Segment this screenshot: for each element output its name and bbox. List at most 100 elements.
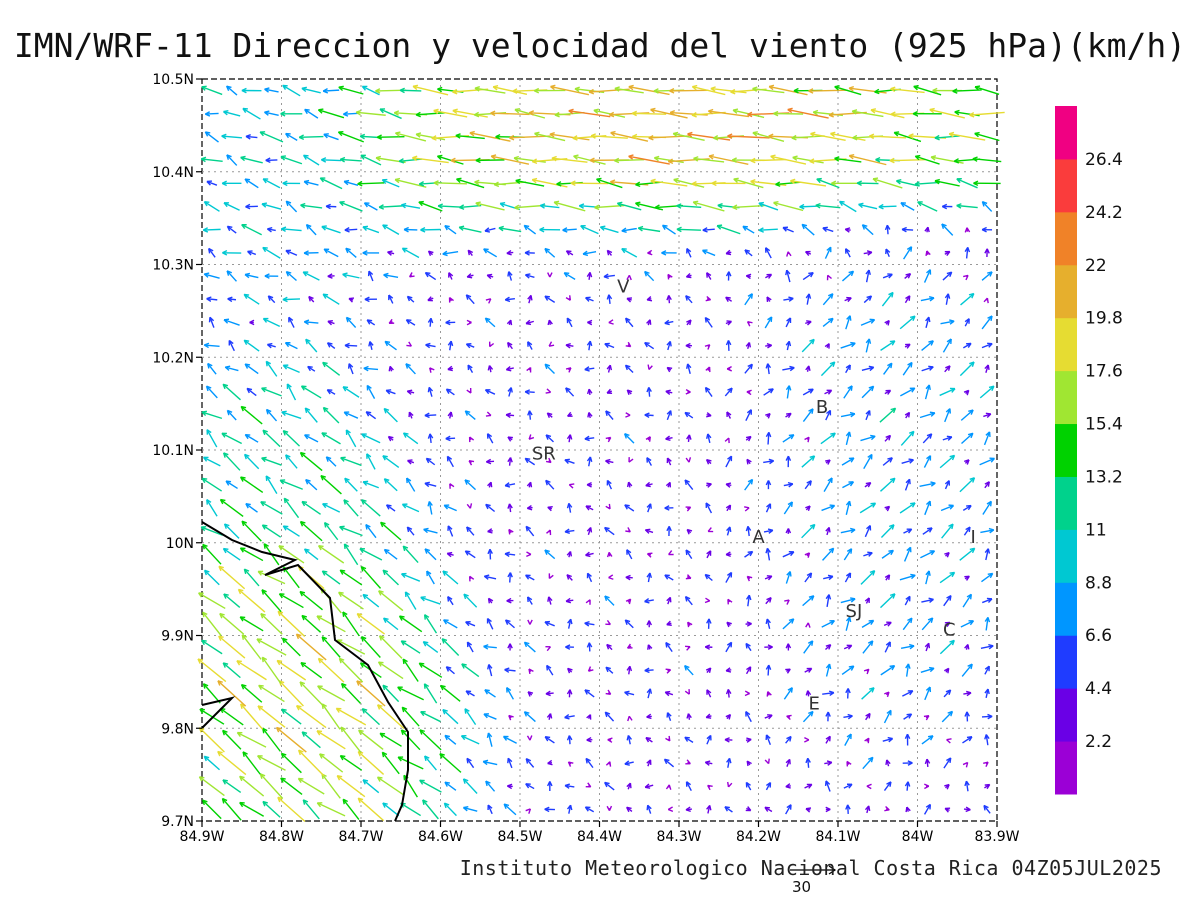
wind-vector [745,711,752,723]
wind-vector [381,751,400,775]
wind-vector [539,226,561,233]
colorbar-swatch [1055,423,1077,477]
wind-vector [962,761,969,768]
wind-vector [322,88,340,94]
wind-vector [261,202,282,210]
wind-vector [219,612,245,635]
wind-vector [245,134,258,140]
wind-vector [445,319,456,326]
wind-vector [528,434,535,440]
wind-vector [258,684,285,703]
wind-vector [504,551,516,558]
wind-vector [528,668,534,675]
wind-vector [422,799,439,820]
wind-vector [402,545,419,564]
wind-vector [624,433,635,444]
wind-vector [357,180,385,187]
wind-vector [920,550,936,559]
wind-vector [545,645,551,652]
wind-vector [525,574,535,581]
wind-vector [327,320,335,326]
wind-vector [398,615,423,633]
wind-vector [802,408,814,423]
wind-vector [425,342,436,349]
wind-vector [822,226,834,233]
wind-vector [980,643,994,650]
wind-vector [626,297,633,303]
wind-vector [483,644,497,650]
wind-vector [925,570,931,585]
wind-vector [764,247,772,259]
wind-vector [791,134,825,141]
wind-vector [840,341,856,349]
wind-vector [964,459,970,465]
wind-vector [249,319,255,326]
wind-vector [824,760,833,766]
wind-vector [259,773,284,799]
wind-vector [586,340,593,351]
wind-vector [773,200,804,212]
wind-vector [586,714,592,720]
wind-vector [361,499,381,517]
wind-vector [419,729,442,751]
wind-vector [646,457,653,466]
place-label: I [970,527,975,548]
wind-vector [241,520,262,542]
wind-vector [361,433,381,444]
wind-vector [667,806,674,813]
wind-vector [339,525,363,537]
wind-vector [348,297,355,303]
wind-vector [881,291,894,307]
wind-vector [240,405,263,425]
wind-vector [884,806,890,812]
wind-vector [724,806,733,813]
wind-vector [653,155,684,164]
wind-vector [645,436,651,442]
wind-vector [799,203,817,210]
colorbar-swatch [1055,317,1077,372]
wind-vector [765,412,771,419]
wind-vector [856,180,879,186]
wind-vector [921,617,934,631]
wind-vector [282,430,301,447]
wind-vector [905,663,911,677]
wind-vector [745,594,752,607]
wind-vector [427,250,434,257]
wind-vector [944,293,951,305]
wind-vector [664,690,674,697]
wind-vector [363,365,379,372]
wind-vector [317,685,346,702]
wind-vector [343,499,359,517]
wind-vector [843,713,853,720]
wind-vector [300,661,323,679]
wind-vector [544,620,555,627]
wind-vector [539,203,560,209]
wind-vector [981,572,994,583]
wind-vector [860,570,876,585]
wind-vector [445,435,456,442]
wind-vector [433,180,467,186]
wind-vector [708,154,749,165]
wind-vector [278,545,305,564]
wind-vector [405,319,416,326]
wind-vector [401,503,420,513]
wind-vector [706,618,712,629]
wind-vector [527,619,533,625]
place-labels: V B SR A I SJ C E [532,276,976,714]
wind-vector [280,110,303,117]
wind-vector [820,432,836,445]
wind-vector [524,250,535,256]
wind-vector [603,273,615,280]
wind-vector [436,154,464,165]
wind-vector [412,84,449,96]
wind-vector [625,341,632,348]
wind-vector [801,338,815,353]
wind-vector [924,226,930,233]
wind-vector [544,295,556,303]
wind-vector [526,551,532,558]
wind-vector [415,132,446,141]
wind-vector [861,365,875,372]
wind-vector [463,593,478,608]
wind-vector [684,411,694,419]
wind-vector [790,178,827,187]
